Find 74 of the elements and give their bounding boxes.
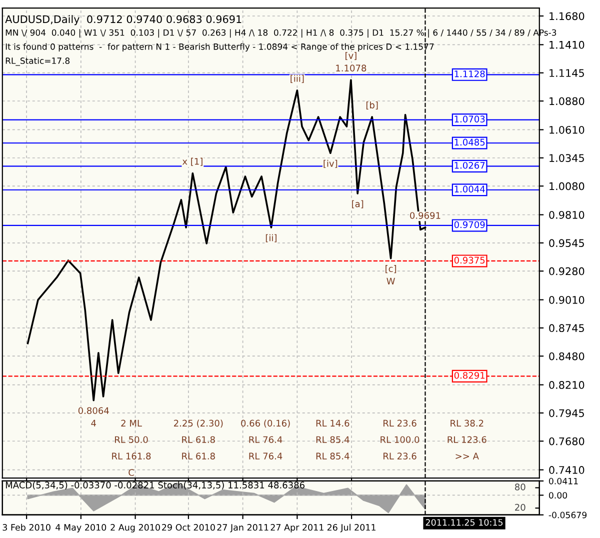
y-tick-label: 0.9280 (549, 267, 584, 276)
ref-line-label: 2011.11.25 10:15 (426, 519, 503, 526)
annotation: RL 85.4 (316, 452, 350, 460)
annotation: 2 ML (121, 420, 142, 426)
y-tick-label: 0.9010 (549, 296, 584, 304)
annotation: 0.8064 (78, 407, 109, 414)
annotation: RL 38.2 (450, 420, 484, 427)
ref-line-label: 1.0044 (454, 186, 485, 192)
ref-line-label: 0.9709 (454, 221, 485, 228)
annotation: RL 23.6 (384, 420, 416, 427)
y2-tick-label: 80 (515, 484, 526, 490)
annotation: RL 76.4 (249, 436, 282, 444)
annotation: RL_Static=17.8 (6, 57, 70, 66)
annotation: W (386, 278, 395, 284)
ref-line-label: 0.9375 (454, 256, 485, 264)
y-tick-label: 0.7410 (549, 466, 584, 474)
annotation: C (128, 469, 134, 476)
y-tick-label: 1.0880 (550, 97, 584, 106)
ref-line-label: 1.0485 (454, 138, 485, 146)
annotation: [c] (386, 265, 396, 274)
ref-line-label: 1.0267 (454, 162, 485, 169)
y-tick-label: 0.7945 (549, 409, 584, 418)
annotation: [ii] (266, 234, 276, 242)
y-tick-label: 1.1410 (550, 40, 584, 49)
annotation: RL 14.6 (316, 420, 350, 427)
annotation: It is found 0 patterns - for pattern N 1 - Bearish Butterfly - 1.0894 < Range of the prices D < 1.1577 (6, 43, 434, 52)
annotation: [b] (366, 101, 378, 110)
annotation: x [1] (182, 158, 202, 166)
x-tick-label: 2 Aug 2010 (110, 524, 160, 532)
annotation: 0.66 (0.16) (241, 420, 290, 428)
annotation: RL 100.0 (380, 436, 420, 444)
y-tick-label: 0.0411 (548, 478, 578, 484)
y2-tick-label: 20 (515, 504, 526, 511)
y-tick-label: 0.8480 (549, 352, 584, 360)
y-tick-label: 0.00 (548, 492, 568, 499)
y-tick-label: 1.1145 (550, 69, 584, 77)
annotation: [v] (346, 52, 356, 60)
y-tick-label: 1.0080 (550, 182, 584, 190)
y-tick-label: -0.05679 (548, 512, 587, 518)
annotation: RL 161.8 (112, 452, 151, 460)
y-tick-label: 1.0610 (550, 126, 584, 134)
x-tick-label: 27 Jan 2011 (217, 524, 268, 532)
y-tick-label: 0.9810 (549, 210, 584, 219)
text: AUDUSD,Daily 0.9712 0.9740 0.9683 0.9691 (5, 15, 242, 26)
annotation: [iv] (324, 160, 338, 168)
x-tick-label: 3 Feb 2010 (2, 524, 50, 531)
x-tick-label: 26 Jul 2011 (327, 524, 376, 532)
annotation: RL 123.6 (448, 436, 486, 444)
x-tick-label: 4 May 2010 (56, 524, 106, 532)
ref-line-label: 1.0703 (454, 116, 485, 122)
y-tick-label: 1.1680 (550, 12, 584, 20)
y-tick-label: 0.8745 (549, 324, 584, 332)
annotation: RL 61.8 (182, 436, 215, 444)
annotation: 4 (91, 420, 96, 426)
annotation: 0.9691 (410, 212, 440, 219)
y-tick-label: 0.7680 (549, 437, 584, 446)
y-tick-label: 0.9545 (549, 239, 584, 248)
x-tick-label: 27 Apr 2011 (270, 524, 324, 532)
annotation: RL 61.8 (182, 452, 215, 460)
x-tick-label: 29 Oct 2010 (162, 524, 215, 531)
y-tick-label: 1.0345 (550, 154, 584, 162)
annotation: [a] (352, 200, 364, 208)
ref-line-label: 1.1128 (454, 70, 485, 78)
annotation: RL 76.4 (249, 452, 282, 460)
annotation: RL 85.4 (316, 436, 350, 444)
chart-title: MACD(5,34,5) -0.03370 -0.02821 Stoch(34,13,5) 11.5831 48.6386 (6, 481, 305, 490)
annotation: 2.25 (2.30) (174, 420, 223, 428)
annotation: [iii] (290, 74, 304, 83)
annotation: >> A (456, 452, 479, 460)
annotation: 1.1078 (336, 64, 366, 72)
ref-line-label: 0.8291 (454, 372, 485, 379)
annotation: RL 50.0 (115, 436, 148, 444)
y-tick-label: 0.8210 (549, 381, 584, 389)
annotation: RL 23.6 (384, 452, 416, 460)
